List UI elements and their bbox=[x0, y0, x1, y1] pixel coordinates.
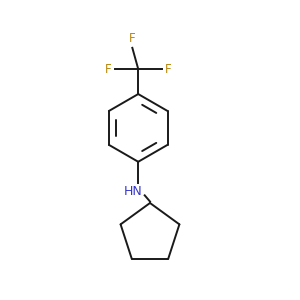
Text: F: F bbox=[129, 32, 136, 45]
Text: F: F bbox=[164, 62, 171, 76]
Text: HN: HN bbox=[124, 185, 143, 198]
Text: F: F bbox=[105, 62, 112, 76]
